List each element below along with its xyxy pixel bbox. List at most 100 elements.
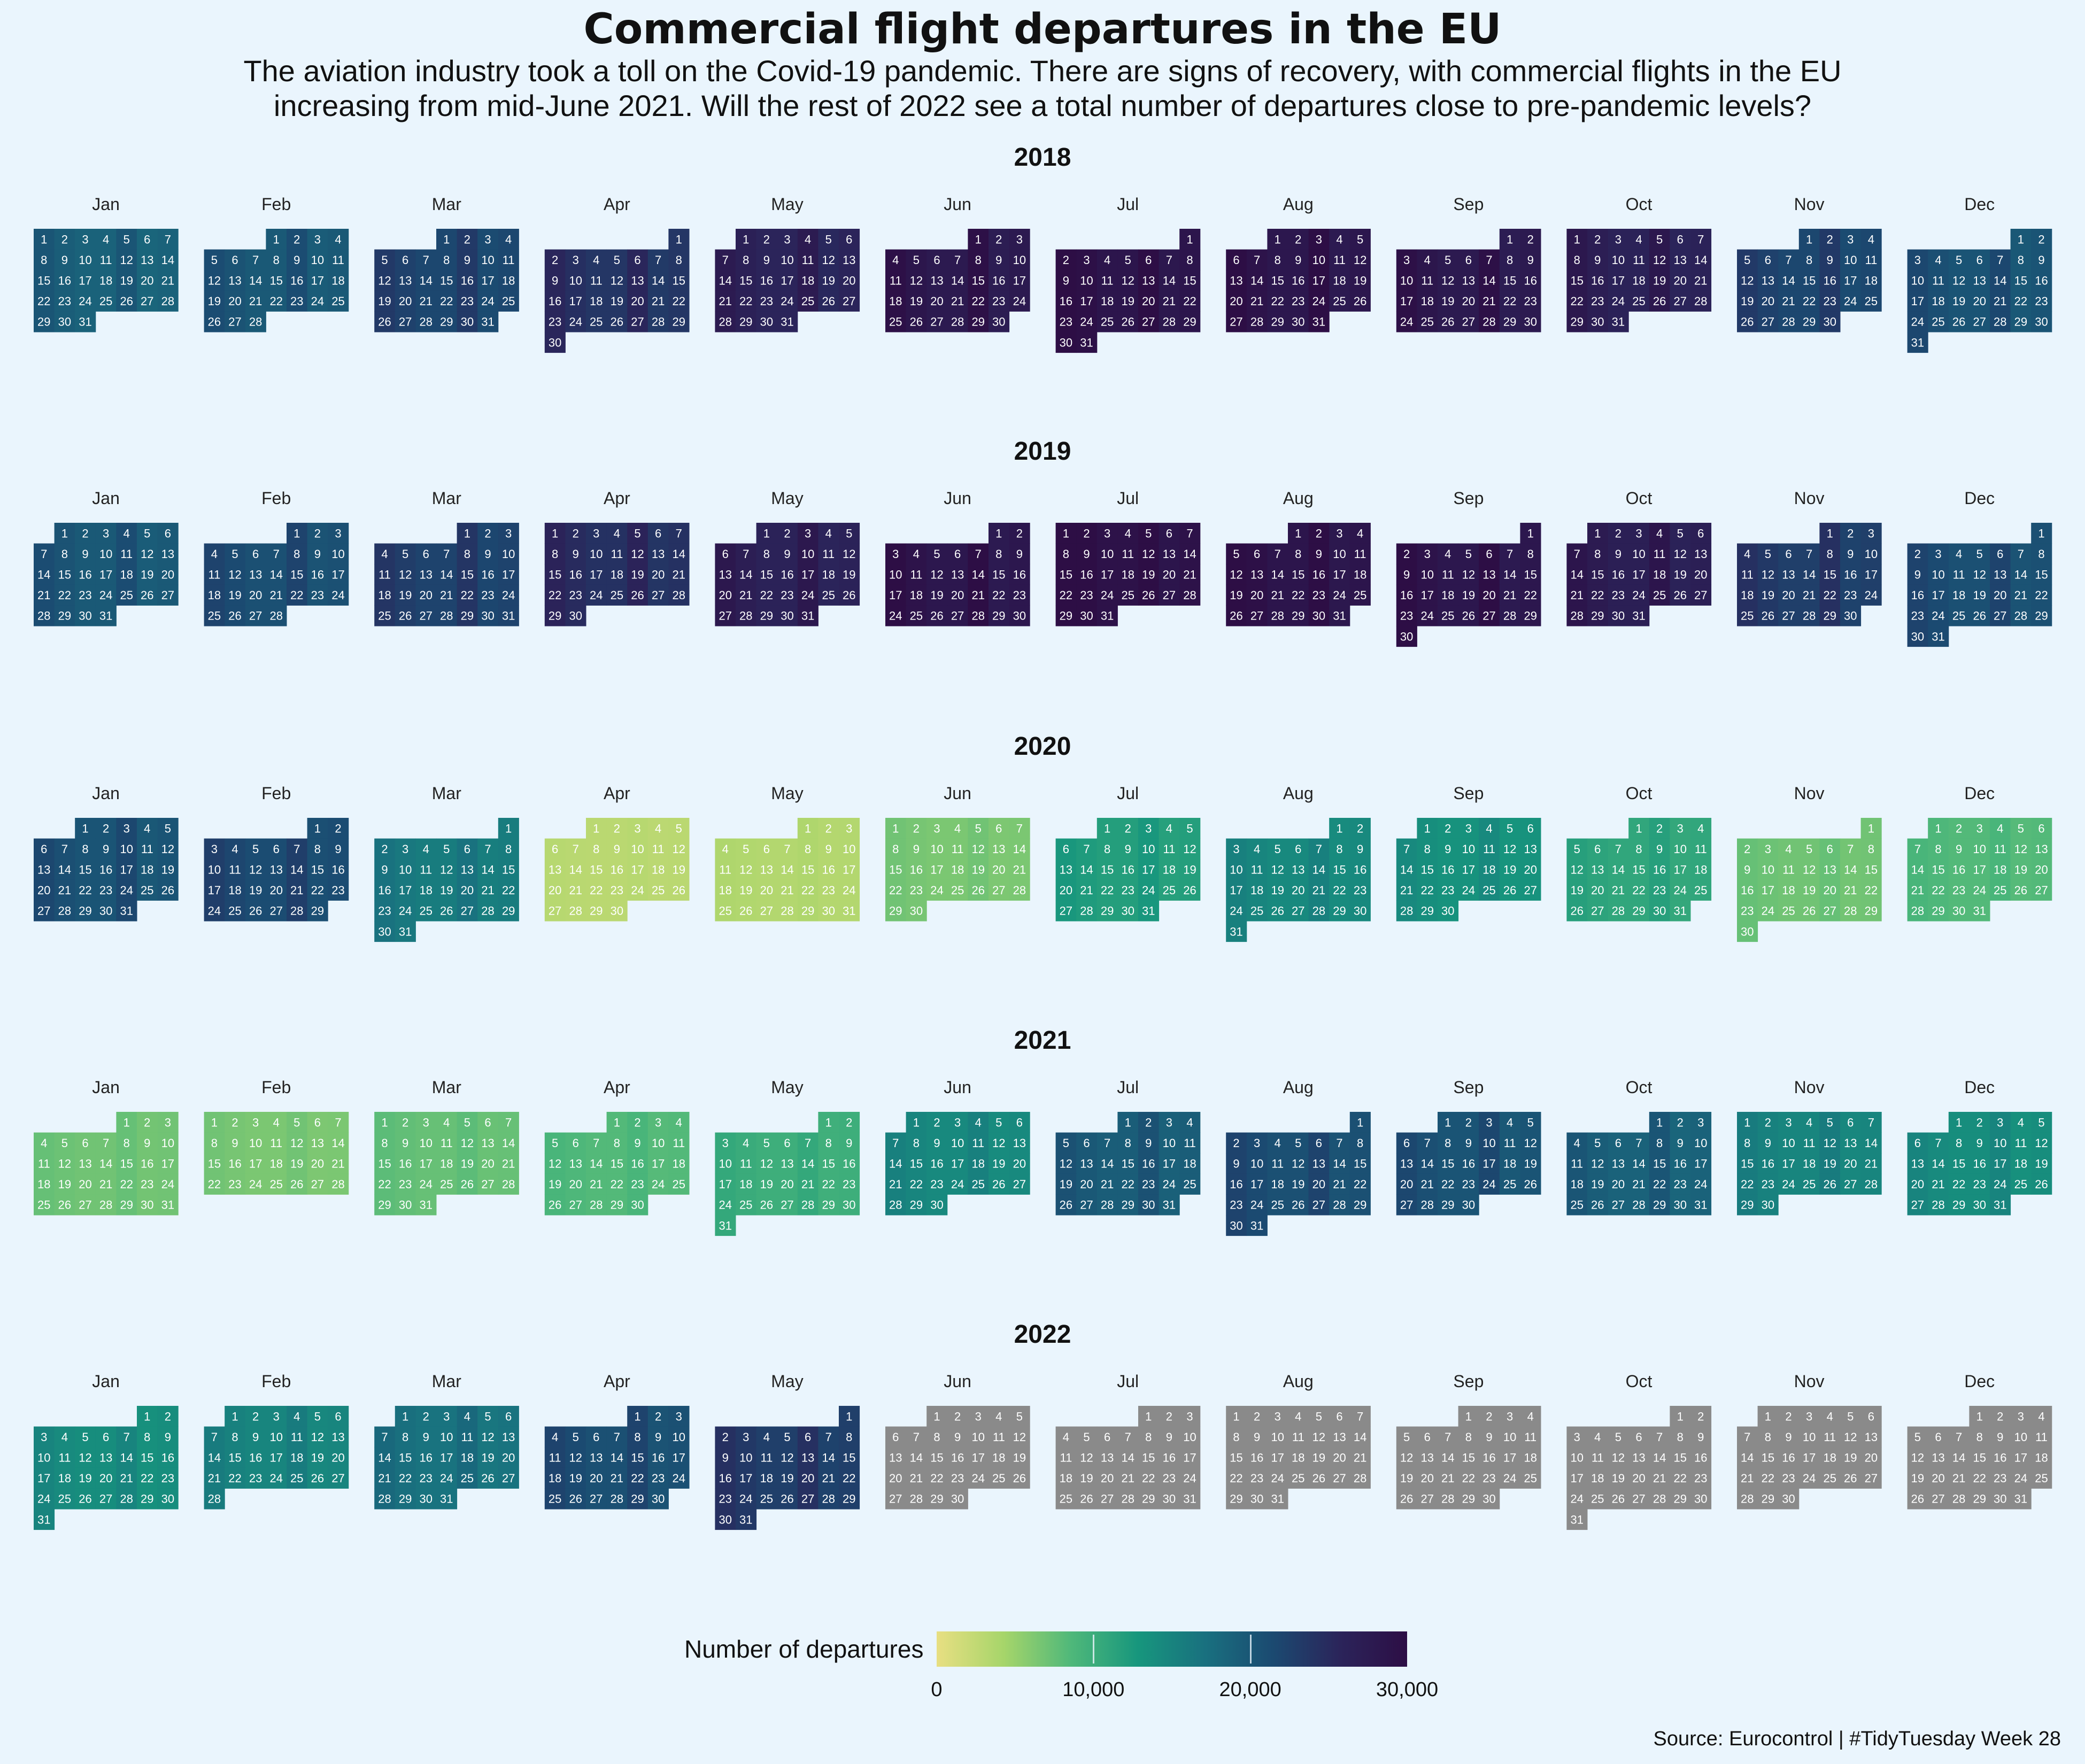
day-number: 27	[1782, 609, 1795, 623]
day-number: 10	[249, 1136, 262, 1150]
day-number: 9	[402, 1136, 408, 1150]
day-number: 20	[1400, 1178, 1413, 1191]
day-number: 14	[822, 1451, 835, 1465]
day-number: 21	[481, 884, 494, 897]
day-number: 8	[314, 842, 321, 856]
day-number: 18	[549, 1472, 561, 1485]
day-number: 19	[311, 1451, 324, 1465]
day-cell	[1308, 249, 1330, 270]
day-number: 20	[652, 568, 665, 582]
day-number: 8	[1145, 1430, 1152, 1444]
day-number: 15	[1865, 863, 1878, 877]
day-number: 25	[228, 904, 241, 918]
day-number: 6	[1868, 1410, 1874, 1423]
day-number: 9	[655, 1430, 661, 1444]
day-number: 7	[1635, 1136, 1642, 1150]
day-number: 2	[763, 233, 770, 246]
day-number: 28	[822, 1492, 835, 1506]
day-number: 25	[1524, 1472, 1536, 1485]
day-number: 6	[593, 1430, 599, 1444]
day-number: 17	[1865, 568, 1878, 582]
day-number: 20	[461, 884, 474, 897]
day-number: 18	[290, 1451, 303, 1465]
day-number: 27	[1694, 589, 1707, 602]
day-number: 13	[1823, 863, 1836, 877]
day-number: 27	[1865, 1472, 1878, 1485]
day-number: 2	[1316, 527, 1322, 540]
day-cell	[777, 249, 798, 270]
day-number: 23	[951, 1472, 964, 1485]
day-number: 26	[1591, 1198, 1604, 1212]
day-number: 13	[461, 863, 474, 877]
day-number: 31	[739, 1513, 752, 1526]
day-number: 18	[378, 589, 391, 602]
day-cell	[586, 270, 607, 291]
day-number: 5	[211, 253, 218, 267]
day-number: 2	[1125, 822, 1131, 835]
legend-tick-label: 30,000	[1376, 1678, 1439, 1701]
day-number: 21	[1932, 1178, 1944, 1191]
day-cell	[1417, 290, 1438, 312]
day-number: 9	[1997, 1430, 2003, 1444]
day-number: 25	[1632, 295, 1645, 308]
day-number: 19	[1673, 568, 1686, 582]
day-number: 16	[1911, 589, 1924, 602]
day-cell	[736, 605, 757, 626]
day-cell	[436, 229, 458, 250]
day-number: 28	[1694, 295, 1707, 308]
day-cell	[374, 543, 396, 564]
day-number: 2	[825, 822, 832, 835]
day-number: 15	[590, 863, 603, 877]
day-cell	[1138, 270, 1160, 291]
day-number: 28	[1183, 589, 1196, 602]
day-number: 20	[1312, 1178, 1325, 1191]
day-number: 23	[1230, 1198, 1242, 1212]
day-number: 6	[573, 1136, 579, 1150]
day-number: 8	[402, 1430, 408, 1444]
day-number: 1	[975, 233, 982, 246]
day-number: 24	[1911, 315, 1924, 329]
day-number: 9	[1063, 274, 1069, 288]
day-number: 13	[37, 863, 50, 877]
day-number: 3	[933, 822, 940, 835]
day-number: 13	[1292, 863, 1304, 877]
day-number: 10	[569, 274, 582, 288]
day-number: 4	[1357, 527, 1363, 540]
day-number: 18	[99, 274, 112, 288]
day-number: 6	[464, 842, 470, 856]
day-number: 23	[1994, 1472, 2006, 1485]
day-cell	[606, 311, 628, 332]
day-cell	[34, 605, 55, 626]
chart-title: Commercial flight departures in the EU	[583, 5, 1502, 53]
month-label: Sep	[1453, 489, 1484, 508]
day-number: 22	[208, 1178, 221, 1191]
day-cell	[777, 543, 798, 564]
day-number: 19	[141, 568, 153, 582]
day-number: 23	[1462, 1178, 1475, 1191]
day-number: 29	[1462, 1492, 1475, 1506]
day-number: 18	[228, 884, 241, 897]
day-number: 9	[825, 842, 832, 856]
day-number: 8	[1336, 842, 1342, 856]
day-number: 11	[461, 1430, 473, 1444]
day-cell	[968, 270, 989, 291]
day-cell	[245, 543, 266, 564]
day-number: 27	[461, 904, 474, 918]
day-number: 29	[590, 904, 603, 918]
day-number: 25	[1060, 1492, 1072, 1506]
day-cell	[137, 290, 158, 312]
day-number: 5	[484, 1410, 491, 1423]
month-label: Sep	[1453, 1372, 1484, 1391]
month-label: Apr	[604, 489, 630, 508]
day-number: 5	[1806, 842, 1812, 856]
day-number: 12	[843, 547, 855, 561]
day-cell	[266, 605, 287, 626]
day-number: 24	[1333, 589, 1346, 602]
day-number: 17	[1482, 1157, 1495, 1171]
chart-subtitle-line-2: increasing from mid-June 2021. Will the …	[273, 89, 1812, 122]
day-number: 28	[971, 609, 984, 623]
day-number: 23	[992, 295, 1005, 308]
day-number: 4	[763, 1430, 770, 1444]
day-number: 3	[676, 1410, 682, 1423]
day-number: 15	[141, 1451, 153, 1465]
